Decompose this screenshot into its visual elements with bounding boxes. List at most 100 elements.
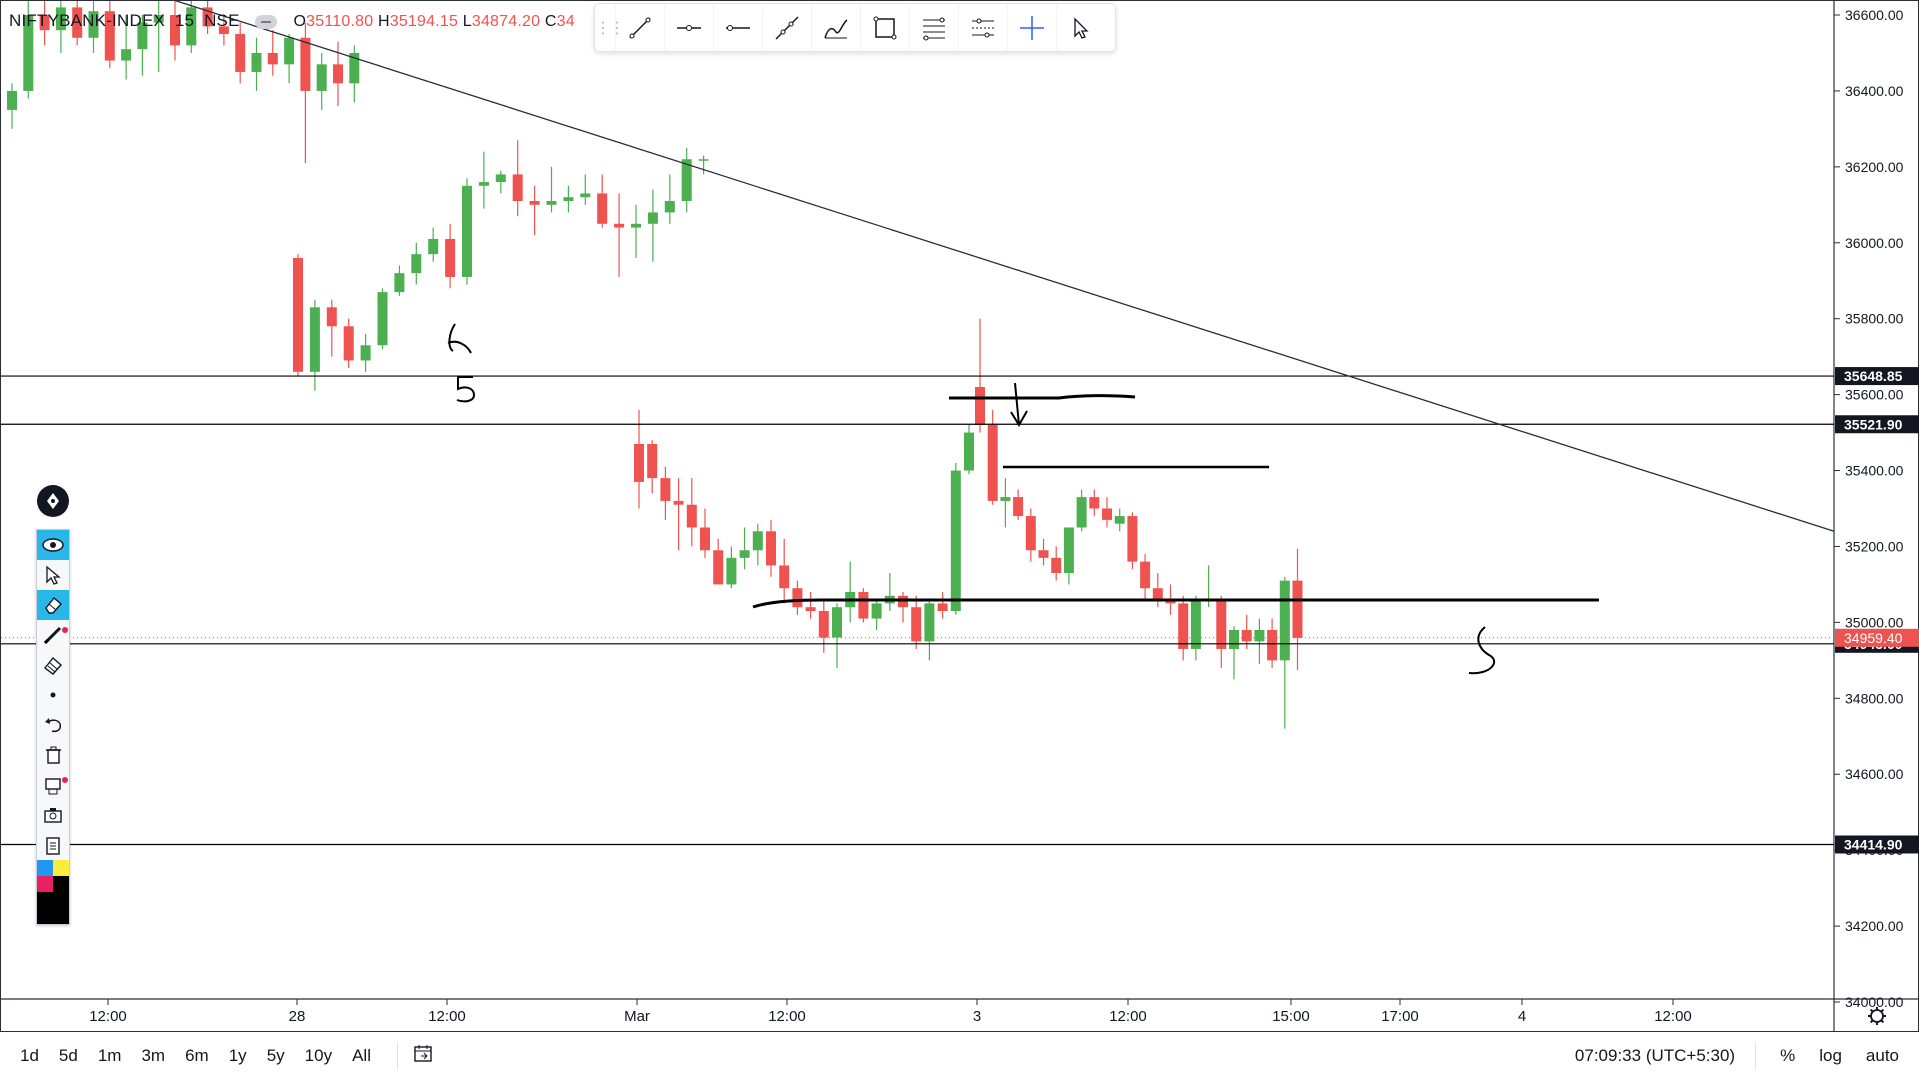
price-tick-label: 35400.00 [1845, 463, 1904, 479]
candle [251, 37, 262, 91]
range-1y[interactable]: 1y [228, 1045, 247, 1065]
candle-body [1038, 550, 1049, 558]
range-5y[interactable]: 5y [266, 1045, 285, 1065]
candle-body [267, 52, 278, 65]
trash-icon[interactable] [37, 740, 69, 770]
color-swatch-blue[interactable] [37, 860, 53, 876]
price-tick-label: 35800.00 [1845, 311, 1904, 327]
annotation-tool-panel[interactable] [36, 485, 70, 925]
candle-body [1178, 603, 1189, 649]
candle-body [23, 15, 34, 91]
time-tick-label: Mar [624, 1008, 650, 1025]
dot-icon[interactable] [37, 680, 69, 710]
line-price-label: 34414.90 [1844, 836, 1903, 852]
brush-icon[interactable] [811, 4, 860, 51]
horizontal-ray-icon[interactable] [664, 4, 713, 51]
undo-icon[interactable] [37, 710, 69, 740]
color-swatch-yellow[interactable] [53, 860, 69, 876]
candle [326, 299, 337, 357]
crosshair-icon[interactable] [1007, 4, 1056, 51]
annotation-mark-2 [456, 376, 476, 403]
percent-scale-toggle[interactable]: % [1780, 1045, 1796, 1065]
range-3m[interactable]: 3m [141, 1045, 166, 1065]
candle-body [316, 64, 327, 91]
horizontal-line-icon[interactable] [713, 4, 762, 51]
candle-body [805, 607, 816, 611]
color-swatch-black[interactable] [37, 908, 53, 924]
clipboard-icon[interactable] [37, 830, 69, 860]
candle [462, 178, 472, 285]
clear-all-icon[interactable] [37, 770, 69, 800]
drag-handle-icon[interactable]: ⋮⋮ [595, 19, 625, 37]
auto-scale-toggle[interactable]: auto [1865, 1045, 1899, 1065]
candle-body [512, 174, 523, 202]
color-swatch-black[interactable] [37, 892, 53, 908]
chart-settings-gear-icon[interactable] [1868, 1007, 1886, 1025]
candle-body [1190, 599, 1201, 649]
candle-body [698, 159, 709, 161]
pen-icon[interactable] [37, 620, 69, 650]
color-swatch-black[interactable] [53, 908, 69, 924]
cursor-icon[interactable] [1056, 4, 1105, 51]
highlighter-icon[interactable] [37, 650, 69, 680]
symbol-name[interactable]: NIFTYBANK-INDEX [9, 11, 166, 30]
candle-body [1254, 629, 1265, 642]
range-10y[interactable]: 10y [304, 1045, 333, 1065]
cursor-icon[interactable] [37, 560, 69, 590]
candle-body [700, 527, 710, 551]
candle [884, 573, 895, 611]
candle [137, 15, 148, 76]
color-palette[interactable] [37, 860, 69, 924]
candle-body [563, 197, 574, 202]
price-tick-label: 35000.00 [1845, 614, 1904, 630]
pen-logo-icon[interactable] [37, 485, 69, 517]
color-swatch-pink[interactable] [37, 876, 53, 892]
log-scale-toggle[interactable]: log [1819, 1045, 1842, 1065]
candle-body [284, 37, 295, 65]
symbol-legend[interactable]: NIFTYBANK-INDEX 15 NSE O35110.80 H35194.… [9, 11, 575, 31]
candle [349, 45, 360, 103]
candle [871, 599, 882, 630]
chart-frame[interactable]: 34000.0034200.0034400.0034600.0034800.00… [0, 0, 1919, 1033]
rectangle-icon[interactable] [860, 4, 909, 51]
bottom-toolbar: 1d 5d 1m 3m 6m 1y 5y 10y All 07:09:33 (U… [0, 1032, 1919, 1079]
candle [55, 1, 66, 53]
eye-icon[interactable] [37, 530, 69, 560]
candle-body [202, 7, 213, 27]
trend-line[interactable] [161, 1, 1835, 532]
go-to-date-icon[interactable] [412, 1043, 434, 1068]
candle-body [153, 15, 164, 23]
candle [293, 254, 303, 376]
candle [700, 508, 710, 558]
candle-body [1076, 497, 1087, 528]
price-chart[interactable]: 34000.0034200.0034400.0034600.0034800.00… [1, 1, 1919, 1033]
candle-body [713, 550, 724, 585]
range-6m[interactable]: 6m [185, 1045, 209, 1065]
annotation-arrow [1010, 382, 1028, 427]
fib-retracement-icon[interactable] [909, 4, 958, 51]
color-swatch-black[interactable] [53, 892, 69, 908]
eraser-icon[interactable] [37, 590, 69, 620]
candle [647, 440, 658, 494]
range-1m[interactable]: 1m [97, 1045, 122, 1065]
parallel-channel-icon[interactable] [958, 4, 1007, 51]
candle [1038, 538, 1049, 566]
time-tick-label: 4 [1518, 1008, 1526, 1025]
range-all[interactable]: All [352, 1045, 371, 1065]
camera-icon[interactable] [37, 800, 69, 830]
range-5d[interactable]: 5d [58, 1045, 78, 1065]
candle-body [218, 26, 229, 34]
candle-body [1000, 497, 1011, 501]
collapse-legend-icon[interactable] [254, 14, 277, 29]
color-swatch-black[interactable] [53, 876, 69, 892]
candle [284, 33, 295, 84]
trend-line-icon[interactable] [615, 4, 664, 51]
candle [1114, 508, 1125, 532]
candle-body [1165, 599, 1176, 604]
extended-line-icon[interactable] [762, 4, 811, 51]
candle-body [72, 7, 83, 38]
drawing-toolbar[interactable]: ⋮⋮ [594, 3, 1116, 52]
range-1d[interactable]: 1d [20, 1045, 39, 1065]
clock-readout[interactable]: 07:09:33 (UTC+5:30) [1574, 1045, 1736, 1065]
candle-body [950, 470, 961, 611]
